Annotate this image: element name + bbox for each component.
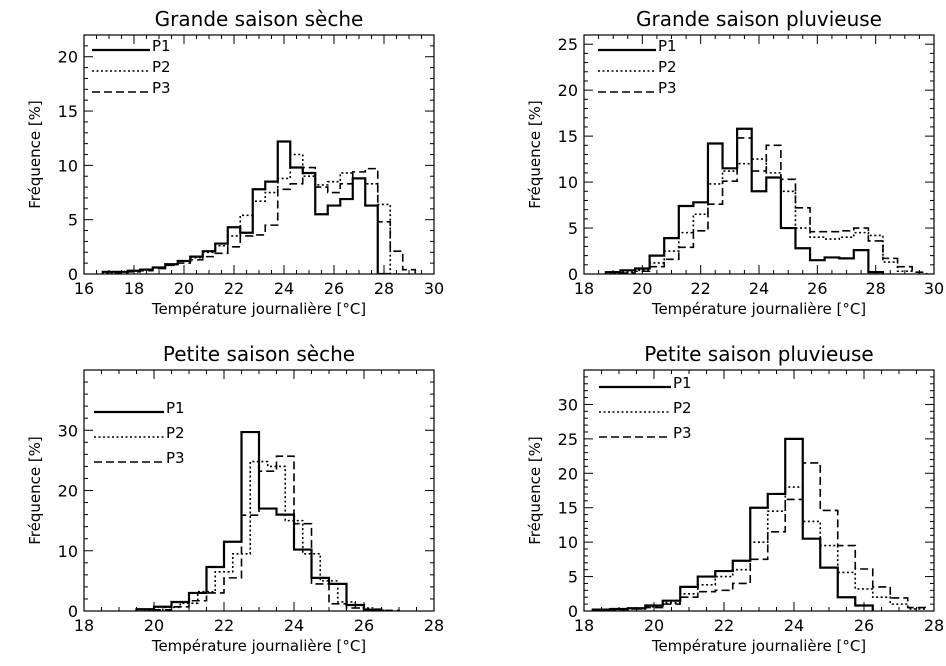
- y-tick-label: 10: [58, 542, 78, 561]
- legend-label-p3: P3: [166, 449, 185, 467]
- legend-label-p2: P2: [658, 58, 677, 76]
- y-tick-label: 0: [568, 265, 578, 284]
- x-tick-label: 22: [714, 616, 734, 635]
- y-tick-label: 30: [58, 421, 78, 440]
- y-axis-label: Fréquence [%]: [526, 436, 544, 545]
- x-tick-label: 28: [865, 279, 885, 298]
- y-tick-label: 5: [568, 568, 578, 587]
- x-tick-label: 28: [374, 279, 394, 298]
- y-tick-label: 25: [558, 35, 578, 54]
- legend-label-p2: P2: [673, 399, 692, 417]
- chart-title: Grande saison sèche: [155, 7, 364, 31]
- plot-frame: [583, 34, 935, 275]
- x-tick-label: 20: [632, 279, 652, 298]
- y-tick-label: 10: [558, 533, 578, 552]
- x-tick-label: 18: [74, 616, 94, 635]
- x-axis-label: Température journalière [°C]: [651, 300, 866, 318]
- y-tick-label: 15: [58, 102, 78, 121]
- x-tick-label: 16: [74, 279, 94, 298]
- legend-label-p3: P3: [658, 79, 677, 97]
- y-tick-label: 30: [558, 395, 578, 414]
- plot-frame: [583, 369, 935, 612]
- x-tick-label: 30: [424, 279, 444, 298]
- y-axis-label: Fréquence [%]: [26, 100, 44, 209]
- x-tick-label: 20: [174, 279, 194, 298]
- x-tick-label: 20: [644, 616, 664, 635]
- legend-label-p1: P1: [166, 399, 185, 417]
- x-tick-label: 30: [924, 279, 944, 298]
- x-tick-label: 26: [854, 616, 874, 635]
- x-tick-label: 22: [690, 279, 710, 298]
- chart-title: Petite saison sèche: [163, 342, 355, 366]
- y-tick-label: 20: [558, 81, 578, 100]
- x-axis-label: Température journalière [°C]: [151, 300, 366, 318]
- series-line-p3: [619, 137, 928, 274]
- chart-panel-4: Petite saison pluvieuse 18 20 22 24 26 28 0 5 10 1…: [526, 342, 944, 655]
- x-tick-label: 24: [274, 279, 294, 298]
- plot-frame: [83, 34, 435, 275]
- legend-label-p1: P1: [152, 37, 171, 55]
- chart-panel-3: Petite saison sèche 18 20 22 24 26 28 0 10 20 30 Te…: [26, 342, 444, 655]
- y-tick-label: 0: [68, 602, 78, 621]
- y-tick-label: 5: [568, 219, 578, 238]
- legend-label-p2: P2: [152, 58, 171, 76]
- y-tick-label: 0: [68, 265, 78, 284]
- legend-label-p3: P3: [152, 79, 171, 97]
- y-tick-label: 15: [558, 499, 578, 518]
- x-tick-label: 26: [354, 616, 374, 635]
- legend-label-p1: P1: [658, 37, 677, 55]
- y-tick-label: 25: [558, 430, 578, 449]
- legend-label-p3: P3: [673, 424, 692, 442]
- x-tick-label: 28: [424, 616, 444, 635]
- series-line-p3: [114, 166, 417, 274]
- x-tick-label: 20: [144, 616, 164, 635]
- series-line-p1: [101, 140, 391, 274]
- x-tick-label: 24: [749, 279, 769, 298]
- series-line-p3: [609, 462, 927, 611]
- y-tick-label: 10: [58, 156, 78, 175]
- x-tick-label: 26: [807, 279, 827, 298]
- x-tick-label: 24: [284, 616, 304, 635]
- legend-label-p2: P2: [166, 424, 185, 442]
- x-tick-label: 18: [574, 616, 594, 635]
- x-axis-label: Température journalière [°C]: [651, 637, 866, 655]
- chart-title: Grande saison pluvieuse: [636, 7, 882, 31]
- y-tick-label: 10: [558, 173, 578, 192]
- series-line-p1: [135, 430, 383, 611]
- x-tick-label: 28: [924, 616, 944, 635]
- y-tick-label: 20: [58, 48, 78, 67]
- y-tick-label: 5: [68, 211, 78, 230]
- y-tick-label: 20: [558, 464, 578, 483]
- legend-label-p1: P1: [673, 374, 692, 392]
- x-tick-label: 26: [324, 279, 344, 298]
- chart-panel-2: Grande saison pluvieuse 18 20 22 24 26 28 30 0 5 1…: [526, 7, 944, 318]
- series-line-p1: [604, 127, 885, 274]
- x-tick-label: 18: [574, 279, 594, 298]
- y-tick-label: 0: [568, 602, 578, 621]
- x-tick-label: 18: [124, 279, 144, 298]
- y-axis-label: Fréquence [%]: [526, 100, 544, 209]
- x-tick-label: 22: [214, 616, 234, 635]
- x-tick-label: 24: [784, 616, 804, 635]
- chart-title: Petite saison pluvieuse: [644, 342, 874, 366]
- series-line-p2: [591, 486, 927, 611]
- y-axis-label: Fréquence [%]: [26, 436, 44, 545]
- x-tick-label: 22: [224, 279, 244, 298]
- series-line-p3: [153, 455, 400, 611]
- series-line-p2: [144, 460, 392, 611]
- series-line-p2: [605, 158, 913, 274]
- x-axis-label: Température journalière [°C]: [151, 637, 366, 655]
- y-tick-label: 15: [558, 127, 578, 146]
- chart-panel-1: Grande saison sèche 16 18 20 22 24 26 28 30 0 5 10 1…: [26, 7, 444, 318]
- y-tick-label: 20: [58, 482, 78, 501]
